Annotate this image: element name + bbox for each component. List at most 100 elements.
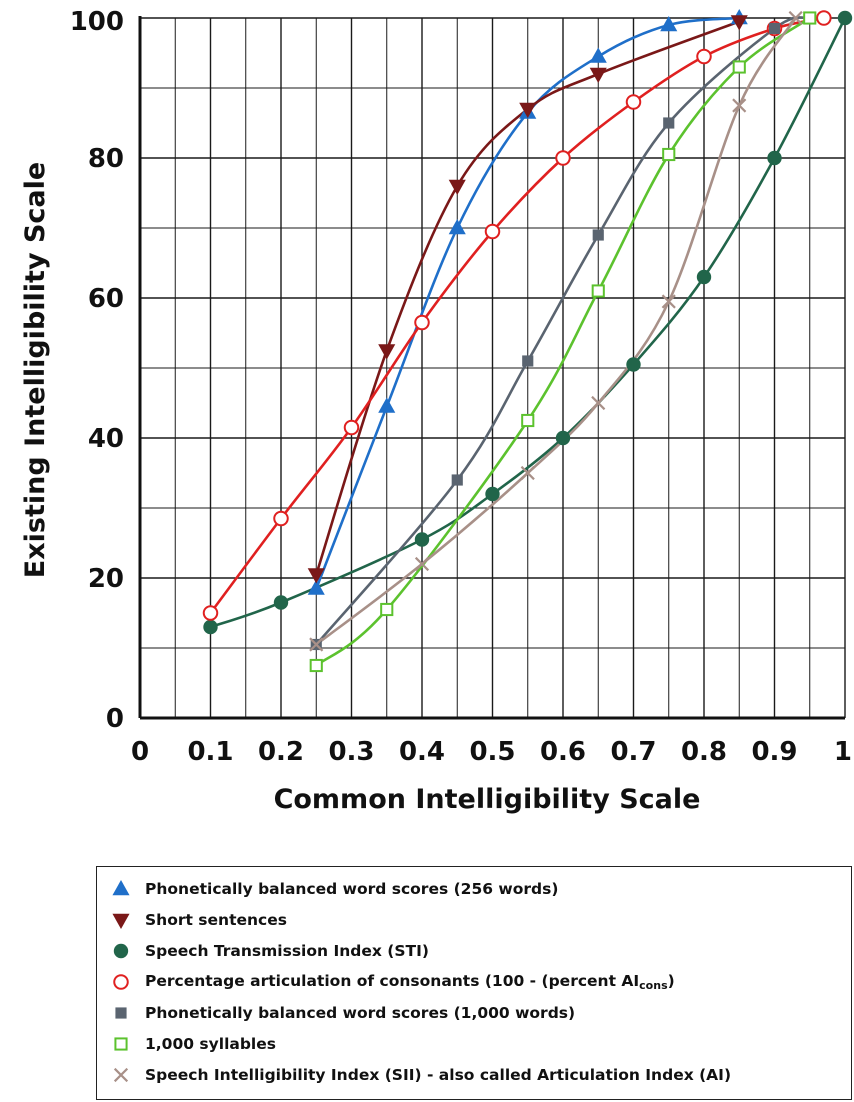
series-points-4 [202,10,832,621]
x-tick-label: 0.1 [187,737,233,767]
data-point [591,284,605,298]
legend-symbol [113,974,129,990]
data-point [522,355,534,367]
data-point [307,579,325,595]
data-point [273,595,289,610]
data-point [730,15,748,31]
data-point [662,147,676,162]
data-point [273,510,289,527]
y-tick-label: 100 [70,7,124,37]
x-tick-label: 0.2 [258,737,304,767]
series-points-6 [309,11,817,673]
axes [138,16,845,720]
x-tick-label: 0.8 [681,737,727,767]
data-point [414,532,430,547]
data-point [661,294,676,309]
data-point [309,658,323,673]
data-point [768,22,781,35]
y-tick-label: 0 [106,704,124,734]
data-point [414,314,430,331]
legend-label: Phonetically balanced word scores (256 w… [145,880,559,898]
data-point [203,619,218,635]
legend-item: Short sentences [97,905,287,935]
data-point [788,10,803,26]
data-point [767,150,782,166]
x-tick-label: 0 [131,737,149,767]
series-points-7 [309,10,803,652]
legend-marker-circle-open [97,967,145,997]
y-tick-label: 80 [88,144,124,174]
legend-item: Speech Intelligibility Index (SII) - als… [97,1060,731,1090]
data-point [520,465,535,481]
data-point [625,94,642,110]
x-tick-label: 0.6 [540,737,586,767]
legend-marker-square-filled [97,998,145,1028]
data-point [592,229,604,241]
legend-marker-triangle-down [97,905,145,935]
series-line-1 [315,16,741,590]
data-point [555,150,571,166]
data-point [555,430,571,446]
grid [139,17,846,719]
legend-symbol [114,1037,128,1051]
series-line-3 [209,16,847,629]
data-point [732,98,747,113]
y-tick-label: 40 [88,424,124,454]
data-point [732,60,746,74]
legend-symbol [112,880,130,896]
y-axis-title: Existing Intelligibility Scale [20,162,51,578]
series-line-5 [315,16,812,646]
legend-item: Phonetically balanced word scores (1,000… [97,998,575,1028]
data-point [451,474,463,486]
x-tick-label: 0.9 [751,737,797,767]
data-point [448,219,466,235]
data-point [660,16,678,32]
data-point [485,486,500,502]
series-line-4 [209,16,826,615]
data-point [343,419,360,436]
data-point [519,102,537,118]
data-point [837,10,853,26]
data-point [591,395,606,411]
series-lines [209,16,847,667]
data-point [448,179,466,195]
data-point [696,48,712,65]
legend-label: 1,000 syllables [145,1035,276,1053]
data-point [378,344,396,360]
data-point [307,568,325,584]
legend-symbol [113,943,129,959]
legend-item: Speech Transmission Index (STI) [97,936,429,966]
data-point [589,67,607,83]
data-point [663,117,675,129]
series-markers [202,9,853,673]
legend-marker-x [97,1060,145,1090]
y-tick-labels: 0 20 40 60 80 100 [70,7,124,734]
data-point [521,413,535,428]
data-point [414,556,430,572]
x-tick-label: 0.4 [399,737,445,767]
legend-item: 1,000 syllables [97,1029,276,1059]
legend-symbol [112,913,130,929]
legend-label: Speech Transmission Index (STI) [145,942,429,960]
legend-marker-circle-filled [97,936,145,966]
data-point [202,605,219,621]
x-tick-label: 0.7 [610,737,656,767]
chart: 0 0.1 0.2 0.3 0.4 0.5 0.6 0.7 0.8 0.9 1 0 20 40 60 80 1… [20,7,853,815]
x-tick-label: 0.3 [328,737,374,767]
legend-marker-square-open [97,1029,145,1059]
series-line-6 [315,16,812,667]
legend-label: Phonetically balanced word scores (1,000… [145,1004,576,1022]
series-points-2 [307,15,748,584]
data-point [378,397,396,413]
legend-label: Speech Intelligibility Index (SII) - als… [145,1066,732,1084]
data-point [484,223,501,240]
y-tick-label: 20 [88,564,124,594]
data-point [696,269,712,285]
x-tick-label: 0.5 [469,737,515,767]
data-point [589,47,607,63]
x-axis-title: Common Intelligibility Scale [274,784,701,815]
legend-label: Percentage articulation of consonants (1… [145,972,675,992]
legend-label: Short sentences [145,911,287,929]
y-tick-label: 60 [88,284,124,314]
series-line-2 [315,20,741,576]
